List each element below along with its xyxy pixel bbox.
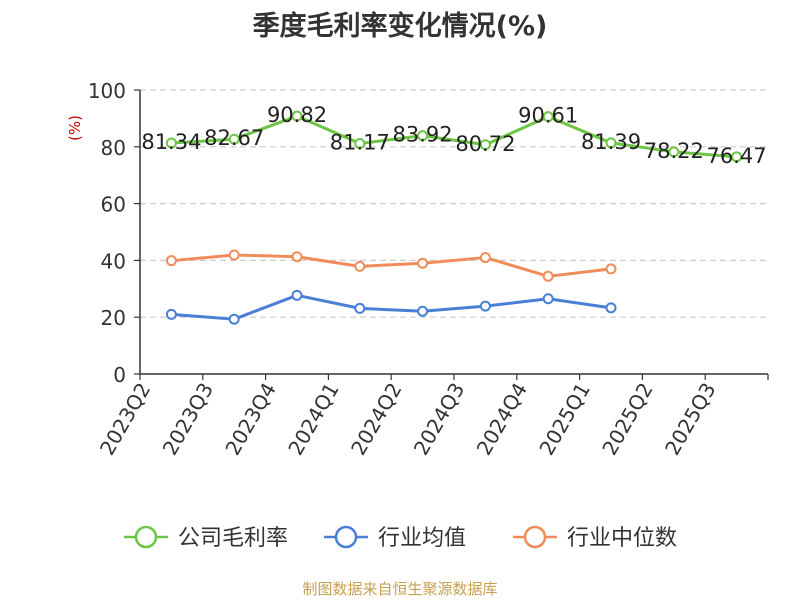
- data-label: 82.67: [204, 126, 264, 150]
- data-point: [542, 270, 554, 282]
- y-tick-label: 0: [113, 363, 126, 387]
- data-label: 81.39: [581, 130, 641, 154]
- data-label: 81.34: [141, 130, 201, 154]
- legend-marker: [334, 525, 358, 549]
- x-tick-label: 2025Q1: [534, 379, 594, 460]
- y-axis-label: (%): [66, 115, 84, 141]
- source-note: 制图数据来自恒生聚源数据库: [302, 580, 498, 598]
- legend-item-2[interactable]: 行业中位数: [513, 525, 677, 551]
- data-point: [291, 110, 303, 122]
- y-tick-label: 80: [101, 136, 126, 160]
- data-point: [731, 151, 743, 163]
- data-label: 83.92: [393, 123, 453, 147]
- series-line-0: [171, 114, 737, 159]
- data-point: [479, 300, 491, 312]
- data-point: [354, 137, 366, 149]
- data-point: [354, 302, 366, 314]
- y-tick-label: 60: [101, 193, 126, 217]
- series-line-2: [171, 253, 612, 278]
- data-point: [228, 313, 240, 325]
- y-tick-label: 100: [88, 79, 126, 103]
- x-tick-label: 2025Q3: [660, 379, 720, 460]
- x-tick-label: 2024Q1: [283, 379, 343, 460]
- x-tick-label: 2025Q2: [597, 379, 657, 460]
- x-tick-label: 2023Q2: [95, 379, 155, 460]
- data-point: [417, 257, 429, 269]
- data-label: 78.22: [644, 139, 704, 163]
- legend-item-0[interactable]: 公司毛利率: [124, 525, 288, 551]
- legend-marker: [134, 525, 158, 549]
- grid-lines: [140, 89, 768, 318]
- data-point: [479, 139, 491, 151]
- data-label: 90.82: [267, 103, 327, 127]
- data-point: [228, 249, 240, 261]
- data-label: 76.47: [707, 144, 767, 168]
- data-point: [165, 255, 177, 267]
- data-point: [228, 133, 240, 145]
- chart-title: 季度毛利率变化情况(%): [252, 11, 548, 42]
- x-tick-label: 2024Q3: [409, 379, 469, 460]
- legend-label: 行业中位数: [567, 526, 677, 551]
- legend-item-1[interactable]: 行业均值: [324, 525, 466, 551]
- data-point: [354, 260, 366, 272]
- data-point: [417, 305, 429, 317]
- data-label: 80.72: [455, 132, 515, 156]
- data-point: [542, 111, 554, 123]
- x-tick-label: 2023Q3: [158, 379, 218, 460]
- x-tick-label: 2024Q2: [346, 379, 406, 460]
- series-line-1: [171, 293, 612, 321]
- data-point: [668, 146, 680, 158]
- legend-label: 公司毛利率: [178, 526, 288, 551]
- data-point: [165, 308, 177, 320]
- data-point: [605, 263, 617, 275]
- data-label: 81.17: [330, 130, 390, 154]
- data-point: [605, 302, 617, 314]
- x-tick-label: 2024Q4: [472, 379, 532, 460]
- data-point: [479, 252, 491, 264]
- data-point: [291, 289, 303, 301]
- data-point: [165, 137, 177, 149]
- data-point: [542, 293, 554, 305]
- series: [165, 110, 743, 325]
- y-tick-label: 40: [101, 249, 126, 273]
- data-point: [417, 130, 429, 142]
- y-tick-label: 20: [101, 306, 126, 330]
- data-point: [605, 137, 617, 149]
- legend[interactable]: 公司毛利率 行业均值 行业中位数: [124, 525, 677, 551]
- data-label: 90.61: [518, 104, 578, 128]
- legend-label: 行业均值: [378, 526, 466, 551]
- x-tick-label: 2023Q4: [220, 379, 280, 460]
- legend-marker: [523, 525, 547, 549]
- data-point: [291, 251, 303, 263]
